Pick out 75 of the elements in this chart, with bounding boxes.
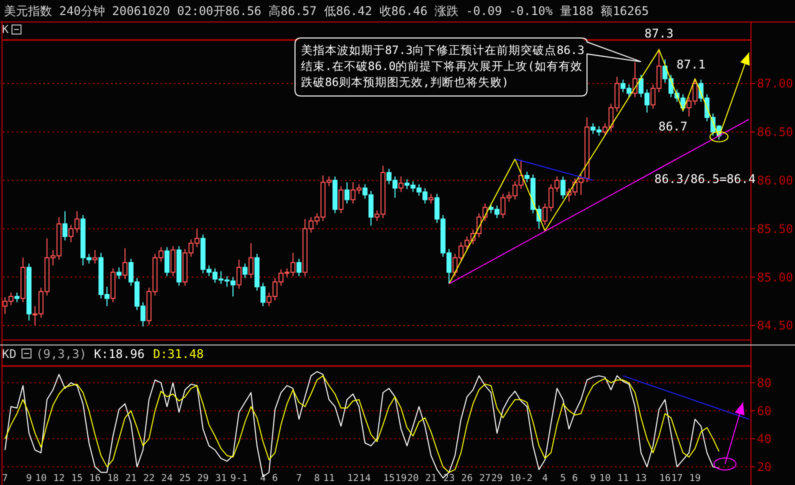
y-tick-label: 85.50 bbox=[757, 222, 794, 236]
candlestick bbox=[344, 182, 350, 204]
candlestick bbox=[296, 258, 302, 277]
chart-title: 美元指数 240分钟 20061020 02:00开86.56 高86.57 低86.42 收86.46 涨跌 -0.09 -0.10% 量188 额16265 bbox=[4, 4, 649, 18]
candlestick bbox=[164, 246, 170, 277]
chart-title: KD bbox=[2, 347, 16, 361]
candlestick bbox=[242, 263, 248, 279]
x-tick-label: 9 bbox=[590, 473, 596, 484]
x-tick-label: 13 bbox=[635, 473, 647, 484]
candlestick bbox=[338, 186, 344, 214]
annotation: 86.7 bbox=[658, 120, 688, 134]
x-tick-label: 9-1 bbox=[230, 473, 248, 484]
x-tick-label: 10 bbox=[35, 473, 47, 484]
text: D:31.48 bbox=[153, 347, 204, 361]
candlestick bbox=[398, 176, 404, 192]
chart-subtitle: K bbox=[2, 23, 9, 36]
candlestick bbox=[560, 176, 566, 200]
candlestick bbox=[428, 193, 434, 204]
chart-subtitle: (9,3,3) bbox=[36, 347, 87, 361]
y-tick-label: 85.00 bbox=[757, 270, 794, 284]
x-tick-label: 4 bbox=[542, 473, 548, 484]
candlestick bbox=[116, 266, 122, 280]
y-tick-label: 80 bbox=[757, 376, 772, 390]
x-tick-label: 16 bbox=[659, 473, 671, 484]
x-tick-label: 21 bbox=[425, 473, 437, 484]
y-tick-label: 87.00 bbox=[757, 76, 794, 91]
x-tick-label: 14 bbox=[359, 473, 371, 484]
x-tick-label: 26 bbox=[461, 473, 473, 484]
x-tick-label: 9 bbox=[26, 473, 32, 484]
y-tick-label: 20 bbox=[757, 460, 772, 474]
candlestick bbox=[248, 242, 254, 279]
annotation: 87.1 bbox=[676, 58, 706, 72]
x-tick-label: 19 bbox=[689, 473, 701, 484]
x-tick-label: 22 bbox=[143, 473, 155, 484]
y-tick-label: 84.50 bbox=[757, 318, 794, 333]
x-tick-label: 18 bbox=[107, 473, 119, 484]
y-tick-label: 86.50 bbox=[757, 125, 794, 140]
x-tick-label: 7 bbox=[2, 473, 8, 484]
x-tick-label: 15 bbox=[71, 473, 83, 484]
x-tick-label: 6 bbox=[272, 473, 278, 484]
x-tick-label: 12 bbox=[347, 473, 359, 484]
x-tick-label: 27 bbox=[479, 473, 491, 484]
x-tick-label: 19 bbox=[395, 473, 407, 484]
candlestick bbox=[122, 248, 128, 280]
x-tick-label: 7 bbox=[296, 473, 302, 484]
x-tick-label: 11 bbox=[323, 473, 335, 484]
candlestick bbox=[92, 250, 98, 264]
x-tick-label: 29 bbox=[491, 473, 503, 484]
x-tick-label: 8 bbox=[314, 473, 320, 484]
candlestick bbox=[62, 210, 68, 241]
x-tick-label: 11 bbox=[617, 473, 629, 484]
x-tick-label: 10-2 bbox=[510, 473, 532, 484]
x-tick-label: 10 bbox=[599, 473, 611, 484]
annotation: 87.3 bbox=[644, 26, 674, 41]
annotation: 美指本波如期于87.3向下修正预计在前期突破点86.3结束.在不破86.0的前提下将再次展开上攻(如有有效跌破86则本预期图无效,判断也将失败) bbox=[301, 43, 584, 89]
candlestick bbox=[170, 246, 176, 277]
y-tick-label: 86.00 bbox=[757, 174, 794, 188]
x-tick-label: 16 bbox=[89, 473, 101, 484]
x-tick-label: 20 bbox=[407, 473, 419, 484]
x-tick-label: 23 bbox=[443, 473, 455, 484]
x-tick-label: 12 bbox=[53, 473, 65, 484]
x-tick-label: 25 bbox=[179, 473, 191, 484]
x-tick-label: 5 bbox=[560, 473, 566, 484]
candlestick bbox=[14, 292, 20, 303]
x-tick-label: 21 bbox=[125, 473, 137, 484]
x-tick-label: 31 bbox=[215, 473, 227, 484]
candlestick bbox=[236, 259, 242, 290]
x-tick-label: 6 bbox=[572, 473, 578, 484]
x-tick-label: 15 bbox=[383, 473, 395, 484]
x-tick-label: 29 bbox=[197, 473, 209, 484]
series-label: K:18.96 bbox=[94, 347, 145, 361]
x-tick-label: 17 bbox=[671, 473, 683, 484]
y-tick-label: 40 bbox=[757, 432, 772, 446]
y-tick-label: 60 bbox=[757, 404, 772, 418]
x-tick-label: 24 bbox=[161, 473, 173, 484]
